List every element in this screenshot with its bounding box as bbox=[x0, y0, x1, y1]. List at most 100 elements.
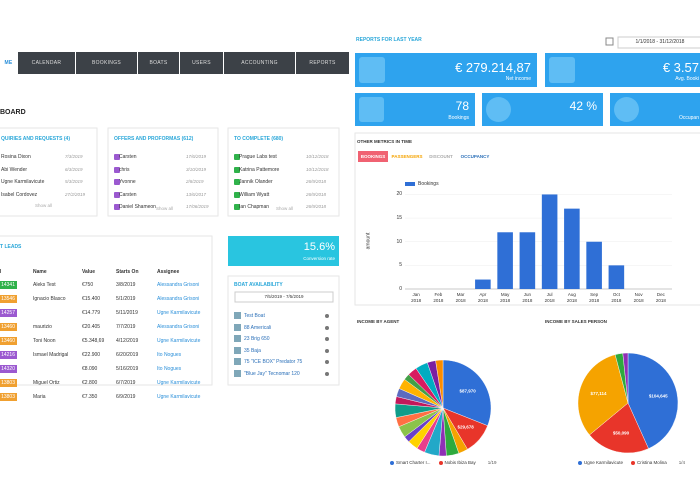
row-icon bbox=[114, 204, 120, 210]
table-cell: Ignacio Blasco bbox=[33, 296, 66, 302]
table-cell[interactable]: Alessandra Grisoni bbox=[157, 282, 200, 288]
nav-tab[interactable]: REPORTS bbox=[296, 52, 349, 74]
y-tick-label: 20 bbox=[396, 191, 402, 198]
metric-tab[interactable]: PASSENGERS bbox=[390, 151, 424, 162]
row-date: 10/12/2018 bbox=[306, 154, 329, 159]
row-name[interactable]: Isabel Cordovez bbox=[1, 191, 38, 198]
table-cell[interactable]: Ugne Karmilavicute bbox=[157, 338, 201, 344]
row-name[interactable]: chris bbox=[119, 166, 130, 173]
table-cell: €7.350 bbox=[82, 394, 98, 400]
row-name[interactable]: Ugne Karmilavicute bbox=[1, 179, 45, 185]
row-name[interactable]: Prague Labs test bbox=[239, 154, 277, 160]
boat-status bbox=[325, 371, 329, 376]
show-all-link[interactable]: Show all bbox=[156, 206, 174, 211]
table-header: Value bbox=[82, 269, 96, 275]
lead-id-badge[interactable]: 13803 bbox=[0, 379, 17, 387]
legend-label[interactable]: Cristina Molina bbox=[637, 460, 667, 465]
legend-pager[interactable]: 1/19 bbox=[487, 460, 497, 465]
nav-tab[interactable]: BOOKINGS bbox=[76, 52, 137, 74]
metric-tab[interactable]: DISCOUNT bbox=[426, 151, 456, 162]
table-cell[interactable]: Ito Nogues bbox=[157, 352, 182, 358]
row-name[interactable]: William Wyatt bbox=[239, 191, 270, 198]
pie-slice bbox=[577, 354, 629, 436]
row-name[interactable]: Carsten bbox=[119, 154, 137, 160]
row-date: 26/9/2018 bbox=[306, 204, 327, 209]
table-cell[interactable]: Alessandra Grisoni bbox=[157, 324, 200, 330]
lead-id-badge[interactable]: 13460 bbox=[0, 323, 17, 331]
boat-name[interactable]: 23 Brig 650 bbox=[244, 336, 270, 342]
table-cell[interactable]: Alessandra Grisoni bbox=[157, 296, 200, 302]
nav-tab[interactable]: CALENDAR bbox=[18, 52, 75, 74]
date-input[interactable] bbox=[617, 36, 700, 49]
boat-name[interactable]: 88 Americali bbox=[244, 324, 272, 331]
boat-thumb bbox=[234, 323, 241, 331]
lead-id-badge[interactable]: 13460 bbox=[0, 337, 17, 345]
card-title: OTHER METRICS IN TIME bbox=[357, 139, 412, 144]
boat-name[interactable]: 75 "ICE BOX" Predator 75 bbox=[244, 359, 303, 365]
row-name[interactable]: Carsten bbox=[119, 191, 137, 198]
boat-thumb bbox=[234, 369, 241, 377]
row-date: 10/12/2018 bbox=[306, 166, 329, 172]
row-name[interactable]: Jannik Olander bbox=[239, 179, 273, 185]
row-name[interactable]: Ian Chapman bbox=[239, 204, 270, 210]
legend-label: Bookings bbox=[418, 181, 439, 187]
lead-id-badge[interactable]: 14257 bbox=[0, 309, 17, 317]
nav-tab[interactable]: BOATS bbox=[138, 52, 179, 74]
tile-label: Bookings bbox=[448, 115, 469, 121]
boat-name[interactable]: "Blue Jay" Tecnomar 120 bbox=[244, 370, 300, 377]
pie-slice bbox=[622, 352, 629, 404]
date-text: 7/5/2019 - 7/5/2019 bbox=[264, 294, 304, 299]
bar bbox=[608, 265, 625, 289]
lead-id-badge[interactable]: 14216 bbox=[0, 351, 17, 359]
legend-label[interactable]: Nobis Ibiza Bay bbox=[444, 460, 476, 465]
lead-id-badge[interactable]: 13803 bbox=[0, 393, 17, 401]
row-name[interactable]: Katrina Pattemore bbox=[239, 166, 280, 173]
table-cell: Ismael Madrigal bbox=[33, 352, 69, 358]
table-header: Name bbox=[33, 269, 47, 275]
table-cell[interactable]: Ito Nogues bbox=[157, 366, 182, 372]
table-cell: maurizio bbox=[33, 324, 52, 330]
legend-dot bbox=[438, 461, 443, 465]
lead-id-badge[interactable]: 14320 bbox=[0, 365, 17, 373]
x-tick-label: Feb 2018 bbox=[433, 292, 444, 303]
nav-tab[interactable]: ACCOUNTING bbox=[224, 52, 295, 74]
table-cell[interactable]: Ugne Karmilavicute bbox=[157, 310, 201, 316]
bar bbox=[475, 279, 491, 289]
legend-pager[interactable]: 1/4 bbox=[678, 460, 686, 465]
boat-name[interactable]: Test Boat bbox=[244, 313, 265, 319]
table-cell: 6/7/2019 bbox=[116, 380, 136, 386]
table-cell[interactable]: Ugne Karmilavicute bbox=[157, 380, 201, 386]
table-cell: Aleks Test bbox=[33, 282, 56, 288]
row-name[interactable]: Daniel Shameon bbox=[119, 204, 156, 210]
tile-value: € 279.214,87 bbox=[455, 60, 531, 75]
lead-id-badge[interactable]: 14341 bbox=[0, 281, 17, 289]
row-name[interactable]: Abi Wender bbox=[1, 166, 28, 173]
row-name[interactable]: Yvonne bbox=[119, 179, 136, 185]
card-frame bbox=[0, 235, 213, 386]
boat-thumb bbox=[234, 312, 241, 319]
slice-label: $77,114 bbox=[590, 391, 607, 396]
table-cell[interactable]: Ugne Karmilavicute bbox=[157, 394, 201, 400]
lead-id-badge[interactable]: 13546 bbox=[0, 295, 17, 303]
metric-tab[interactable]: BOOKINGS bbox=[358, 151, 388, 162]
x-tick-label: Jun 2018 bbox=[522, 292, 533, 303]
boat-name[interactable]: 35 Baja bbox=[244, 347, 261, 354]
card-frame bbox=[227, 127, 340, 217]
nav-tab[interactable]: USERS bbox=[180, 52, 223, 74]
chart-title: INCOME BY AGENT bbox=[357, 319, 400, 324]
legend-label[interactable]: Smart Charter I... bbox=[396, 460, 431, 465]
date-input[interactable] bbox=[234, 291, 334, 303]
tile-icon bbox=[359, 97, 384, 122]
y-tick-label: 5 bbox=[399, 262, 402, 269]
metric-tab[interactable]: OCCUPANCY bbox=[458, 151, 492, 162]
nav-tab[interactable]: ME bbox=[0, 52, 17, 74]
legend-label[interactable]: Ugne Karmilavicute bbox=[584, 460, 624, 465]
row-icon bbox=[114, 191, 120, 198]
row-icon bbox=[234, 191, 240, 198]
row-name[interactable]: Rosina Dixon bbox=[1, 154, 31, 160]
show-all-link[interactable]: Show all bbox=[276, 206, 294, 211]
row-icon bbox=[234, 154, 240, 160]
tile-label: Occupan bbox=[678, 115, 699, 121]
show-all-link[interactable]: Show all bbox=[35, 203, 53, 208]
